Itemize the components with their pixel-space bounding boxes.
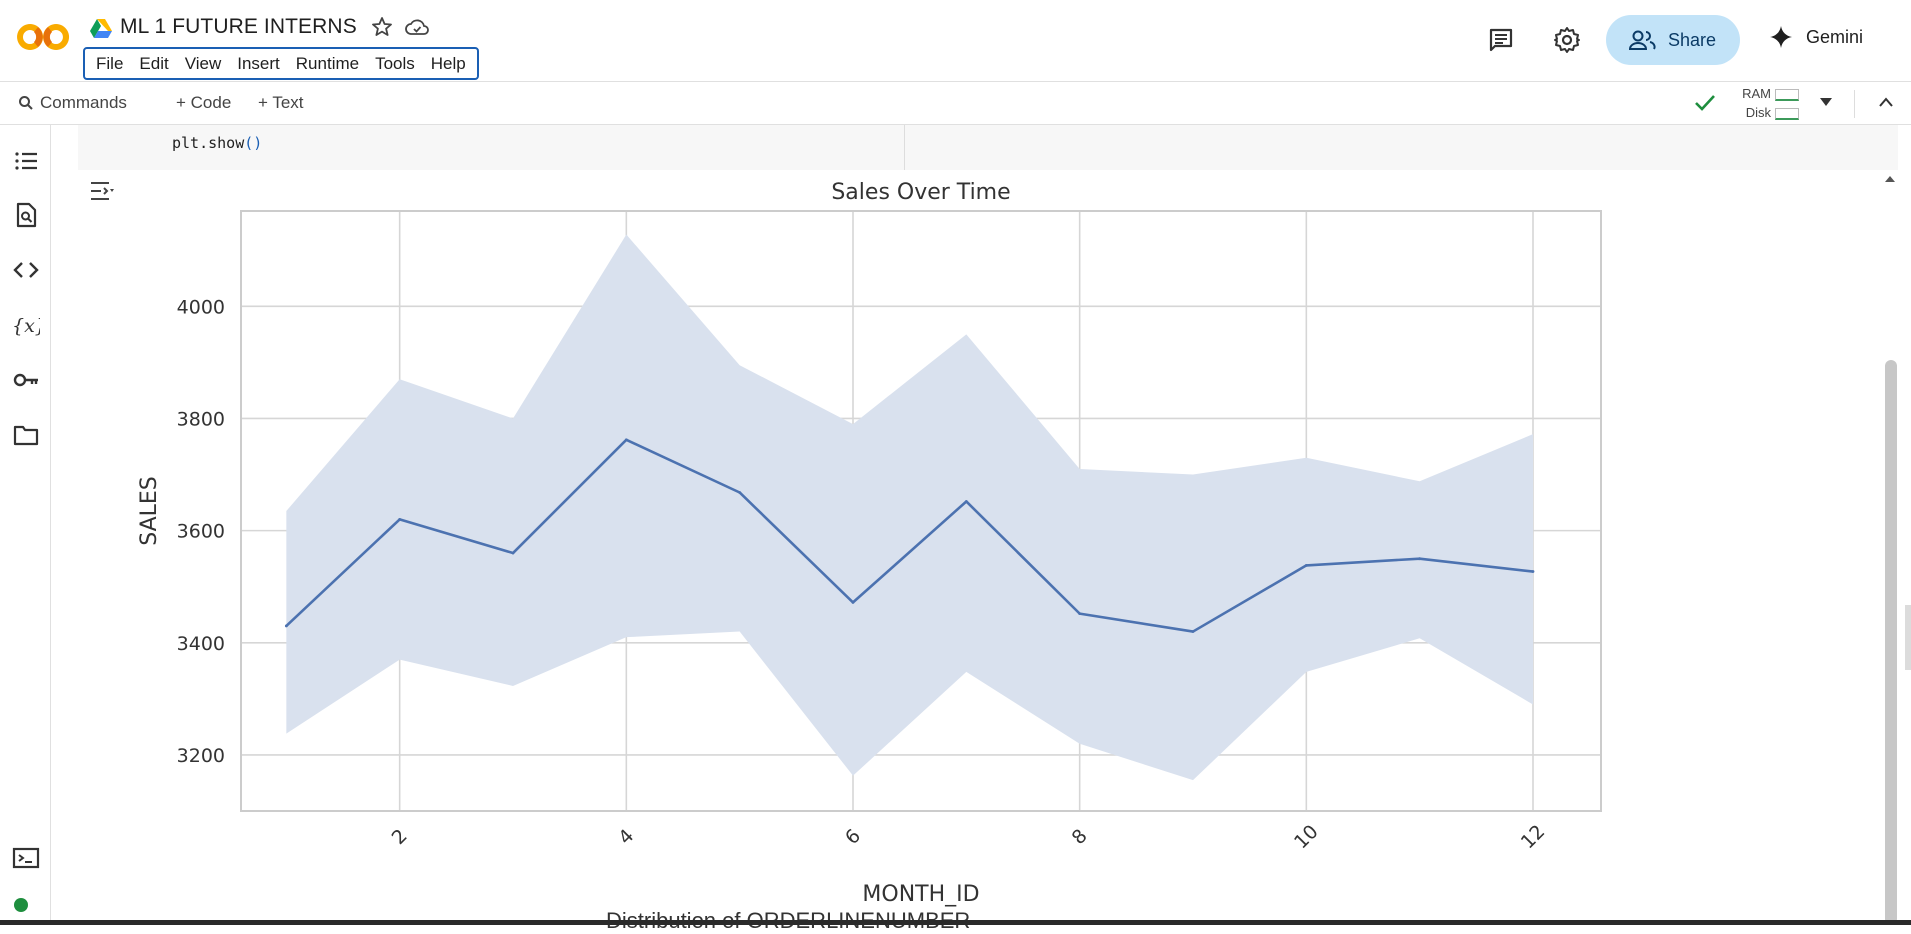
series-line [285,438,1534,633]
cell-divider [904,125,905,170]
commands-label: Commands [40,93,127,112]
menu-insert[interactable]: Insert [237,53,280,73]
table-of-contents-icon[interactable] [12,147,40,175]
people-icon [1628,30,1656,50]
scrollbar-thumb[interactable] [1885,360,1897,925]
data-point [398,518,402,521]
data-point [511,551,515,555]
notebook-title[interactable]: ML 1 FUTURE INTERNS [120,15,357,38]
data-point [738,491,742,494]
y-tick-label: 3800 [177,408,225,430]
code-paren: () [244,134,263,152]
notebook-toolbar: Commands + Code + Text [0,81,1911,125]
y-tick-label: 3400 [177,633,225,655]
left-sidebar: {x} [0,125,51,925]
x-tick-label: 6 [841,825,865,849]
top-bar: ML 1 FUTURE INTERNS File Edit View Inser… [0,0,1911,80]
code-snippets-icon[interactable] [12,256,40,284]
resource-monitor[interactable]: RAM Disk [1733,84,1799,122]
status-dot [14,898,28,912]
data-point [284,624,288,628]
chevron-down-icon[interactable] [1818,96,1834,108]
data-point [851,601,855,604]
svg-text:{x}: {x} [12,315,40,337]
menu-help[interactable]: Help [430,53,466,73]
data-point [1418,557,1422,561]
code-cell[interactable] [78,125,1898,170]
disk-label: Disk [1745,105,1771,120]
star-icon[interactable] [370,15,394,39]
search-icon [19,96,33,110]
find-in-file-icon[interactable] [12,201,40,229]
sales-line-chart: 2 4 6 8 10 12 3200 3400 3600 3800 4000 Sales Over … [137,180,1602,907]
colab-logo[interactable] [16,18,72,56]
share-label: Share [1668,29,1717,50]
data-point [1304,563,1308,567]
code-text: plt.show [172,134,245,152]
x-axis-label: MONTH_ID [862,882,979,907]
page-scrollbar-thumb[interactable] [1905,605,1911,670]
gear-icon[interactable] [1553,26,1581,54]
y-tick-label: 4000 [177,296,225,318]
variables-icon[interactable]: {x} [12,311,40,339]
chevron-up-icon[interactable] [1878,96,1894,108]
data-point [624,438,628,442]
ram-bar [1775,88,1799,101]
toolbar-divider [1854,90,1855,118]
data-point [1531,570,1535,573]
files-folder-icon[interactable] [12,421,40,449]
comment-icon[interactable] [1487,26,1515,54]
secrets-key-icon[interactable] [12,366,40,394]
add-text-button[interactable]: + Text [258,93,304,112]
data-point [1078,612,1082,616]
gemini-label: Gemini [1806,26,1864,47]
y-tick-label: 3200 [177,745,225,767]
menu-view[interactable]: View [184,53,222,73]
ram-label: RAM [1742,86,1771,101]
terminal-icon[interactable] [12,844,40,872]
menu-edit[interactable]: Edit [139,53,169,73]
code-line[interactable]: plt.show() [172,134,262,152]
data-point [1191,630,1195,633]
x-tick-label: 8 [1068,825,1092,849]
x-tick-label: 4 [614,825,638,849]
plot-frame [240,210,1602,812]
gemini-button[interactable]: Gemini [1770,26,1863,48]
y-axis-label: SALES [137,476,162,546]
menu-file[interactable]: File [96,53,124,73]
confidence-band [286,234,1534,781]
disk-bar [1775,107,1799,120]
x-tick-label: 2 [388,825,412,849]
chart-title: Sales Over Time [831,180,1010,205]
cloud-saved-icon[interactable] [404,16,430,40]
scroll-up-arrow-icon[interactable] [1883,174,1897,184]
x-tick-label: 12 [1517,821,1550,854]
x-tick-label: 10 [1290,821,1323,854]
data-point [964,500,968,503]
y-tick-label: 3600 [177,521,225,543]
menu-runtime[interactable]: Runtime [295,53,360,73]
gemini-sparkle-icon [1770,26,1792,48]
commands-button[interactable]: Commands [18,93,127,113]
output-actions-icon[interactable] [88,178,116,204]
bottom-strip [0,920,1911,925]
share-button[interactable]: Share [1606,15,1740,65]
menu-bar: File Edit View Insert Runtime Tools Help [83,47,479,80]
connected-check-icon[interactable] [1693,91,1717,115]
menu-tools[interactable]: Tools [375,53,415,73]
google-drive-icon[interactable] [90,18,112,38]
add-code-button[interactable]: + Code [176,93,232,112]
